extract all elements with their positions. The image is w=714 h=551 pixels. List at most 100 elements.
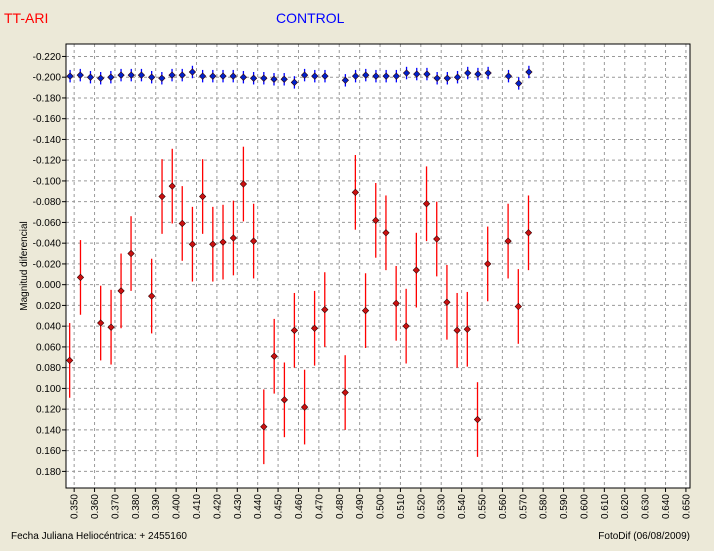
x-tick-label: 0.650 [681,494,692,519]
y-tick-label: 0.040 [36,322,61,333]
x-tick-label: 0.560 [498,494,509,519]
point-control [484,69,492,77]
point-ttari [321,305,329,314]
y-tick-label: 0.140 [36,425,61,436]
y-tick-label: 0.000 [36,280,61,291]
point-control [453,73,462,81]
point-control [188,68,197,76]
x-tick-label: 0.570 [518,494,529,519]
point-ttari [422,200,431,208]
point-ttari [392,299,400,307]
point-ttari [361,306,370,315]
point-control [168,71,176,79]
point-ttari [178,219,186,228]
point-ttari [473,415,482,424]
point-control [209,72,217,80]
y-axis: -0.220 -0.200 -0.180 -0.160 -0.140 -0.120 -0.1… [33,52,66,478]
point-control [97,74,105,82]
point-control [402,69,411,77]
point-ttari [280,396,289,404]
point-ttari [300,403,309,411]
legend-series-ttari: TT-ARI [4,10,48,26]
point-ttari [148,292,156,300]
point-control [249,74,258,82]
point-control [351,72,360,80]
x-tick-label: 0.450 [274,494,285,519]
x-tick-label: 0.380 [131,494,142,519]
point-control [341,76,349,84]
y-tick-label: -0.200 [33,73,62,84]
point-ttari [514,302,522,311]
plot-background [66,44,690,488]
point-control [148,73,156,81]
x-tick-label: 0.480 [335,494,346,519]
point-ttari [97,319,105,327]
y-tick-label: -0.160 [33,114,62,125]
y-tick-label: 0.060 [36,342,61,353]
point-control [86,73,95,81]
point-ttari [239,180,248,188]
point-ttari [524,229,533,237]
point-control [127,71,135,79]
y-tick-label: 0.100 [36,384,61,395]
y-tick-label: -0.220 [33,52,62,63]
x-tick-label: 0.520 [416,494,427,519]
point-ttari [341,388,349,397]
point-control [474,70,482,78]
point-control [382,72,390,80]
point-control [362,71,370,79]
point-control [300,71,309,79]
x-tick-label: 0.540 [457,494,468,519]
x-tick-label: 0.350 [70,494,81,519]
point-control [443,74,451,82]
point-control [239,73,248,81]
point-control [525,68,533,76]
x-tick-label: 0.630 [641,494,652,519]
point-ttari [66,356,74,365]
y-tick-label: 0.120 [36,405,61,416]
point-control [66,72,74,80]
point-control [392,72,400,80]
point-control [260,74,268,82]
y-tick-label: 0.180 [36,467,61,478]
y-tick-label: 0.160 [36,446,61,457]
x-tick-label: 0.490 [355,494,366,519]
point-ttari [443,298,451,306]
y-tick-label: 0.020 [36,301,61,312]
point-control [504,72,513,80]
point-ttari [76,273,85,282]
point-ttari [351,188,359,196]
x-tick-label: 0.410 [192,494,203,519]
point-control [423,70,431,78]
point-ttari [453,326,461,334]
point-ttari [127,249,135,258]
point-ttari [372,216,380,224]
point-ttari [463,325,471,333]
y-tick-label: -0.060 [33,218,62,229]
point-ttari [209,240,217,248]
point-ttari [270,352,278,360]
y-tick-label: -0.080 [33,197,62,208]
plot-border [65,43,691,489]
x-tick-label: 0.530 [437,494,448,519]
x-tick-label: 0.600 [579,494,590,519]
point-control [199,72,207,80]
y-tick-label: -0.100 [33,176,62,187]
point-control [515,79,523,88]
point-control [372,72,380,80]
x-tick-label: 0.580 [539,494,550,519]
x-tick-label: 0.640 [661,494,672,519]
point-control [290,78,299,87]
point-control [464,69,472,77]
point-ttari [219,238,227,246]
point-control [433,74,441,82]
point-ttari [199,192,207,201]
point-control [107,73,115,81]
point-ttari [229,234,238,242]
y-tick-label: 0.080 [36,363,61,374]
x-tick-label: 0.400 [172,494,183,519]
x-tick-label: 0.510 [396,494,407,519]
point-ttari [158,192,166,201]
point-ttari [310,324,319,332]
x-tick-label: 0.420 [212,494,223,519]
